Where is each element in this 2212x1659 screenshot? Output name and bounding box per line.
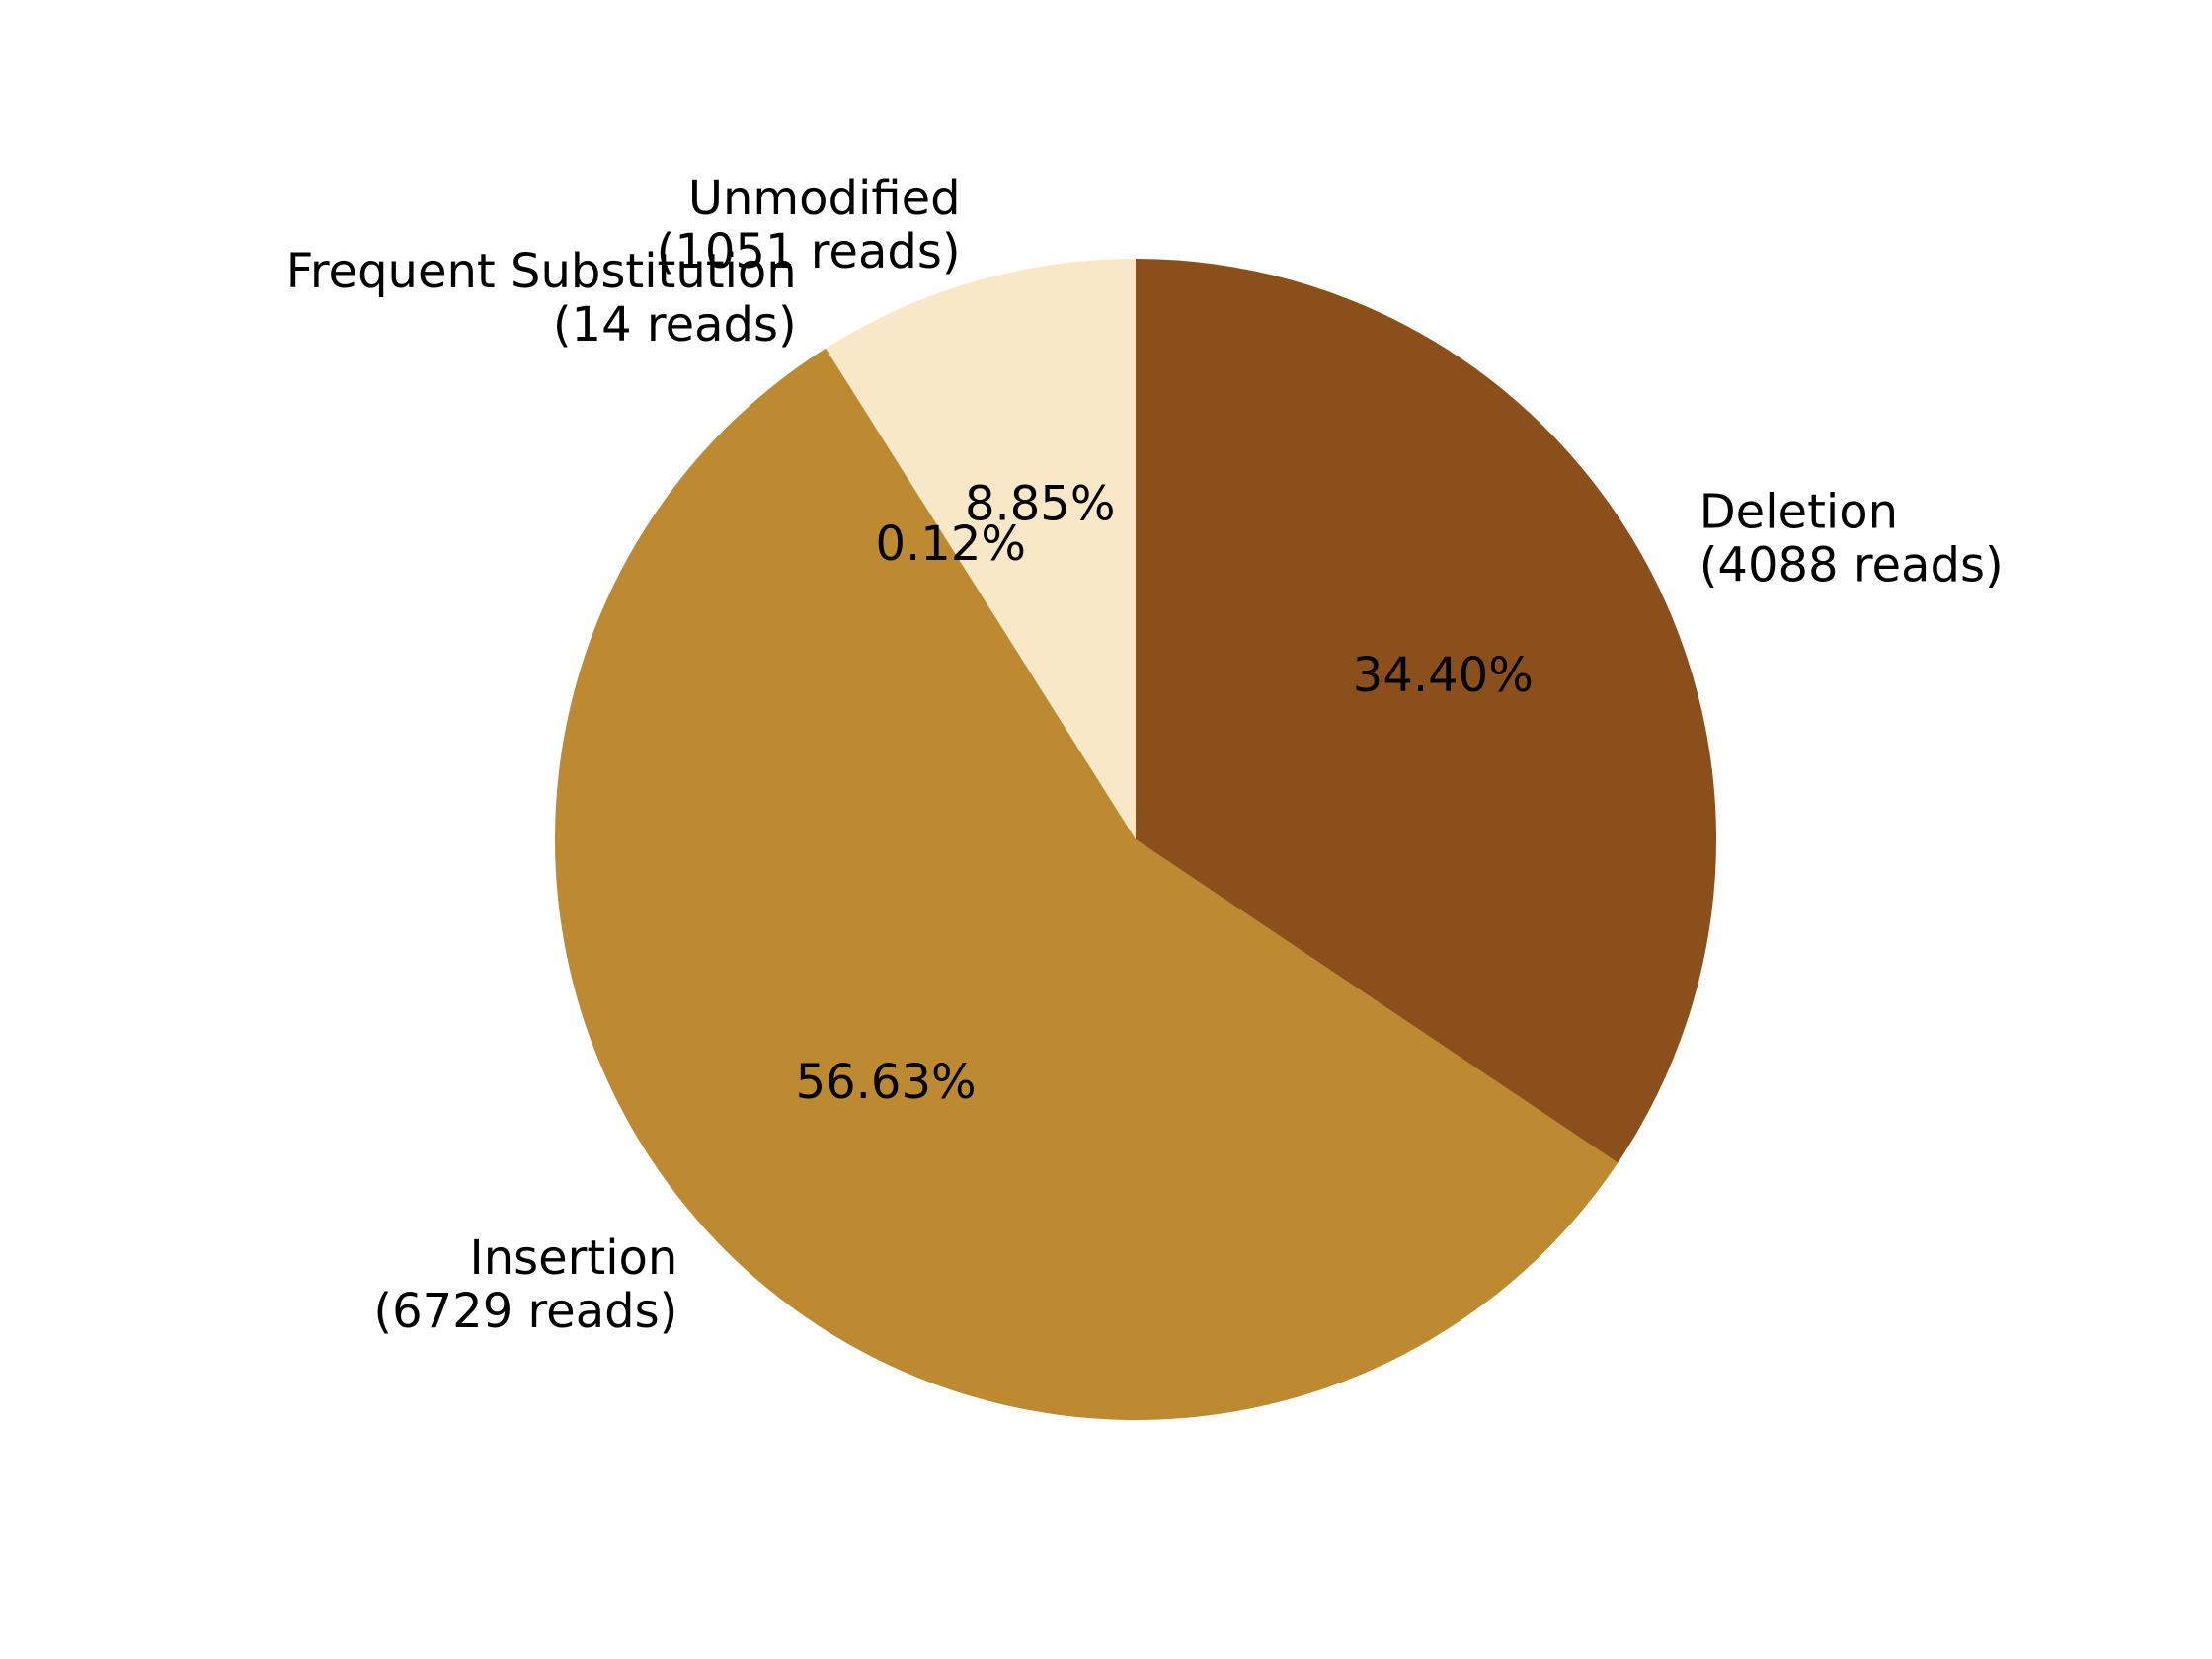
percent-labels: 8.85%0.12% 56.63% 34.40% xyxy=(796,477,1534,1110)
slice-label-name: Insertion xyxy=(470,1230,678,1286)
percent-label-frequent-substitution: 0.12% xyxy=(876,516,1026,572)
category-labels: Unmodified (1051 reads)Frequent Substitut… xyxy=(286,171,2004,1339)
pie-slice-frequent-substitution xyxy=(826,346,1136,839)
slice-label-name: Frequent Substitution xyxy=(286,244,797,299)
pie-slice-insertion xyxy=(555,348,1619,1420)
pie-slice-deletion xyxy=(1136,258,1716,1163)
slice-label-frequent-substitution: Frequent Substitution (14 reads) xyxy=(286,244,797,353)
percent-label-insertion: 56.63% xyxy=(796,1055,977,1110)
slice-label-reads: (6729 reads) xyxy=(373,1284,677,1339)
slice-label-insertion: Insertion (6729 reads) xyxy=(373,1230,677,1339)
pie-slices xyxy=(555,258,1716,1420)
slice-label-reads: (1051 reads) xyxy=(657,224,961,279)
pie-slice-unmodified xyxy=(829,259,1136,839)
percent-label-unmodified: 8.85% xyxy=(965,477,1115,532)
slice-label-deletion: Deletion (4088 reads) xyxy=(1699,485,2004,593)
slice-label-reads: (4088 reads) xyxy=(1699,538,2004,593)
percent-label-deletion: 34.40% xyxy=(1353,648,1534,703)
slice-label-unmodified: Unmodified (1051 reads) xyxy=(657,171,961,279)
slice-label-reads: (14 reads) xyxy=(553,297,797,353)
slice-label-name: Deletion xyxy=(1699,485,1898,540)
slice-label-name: Unmodified xyxy=(688,171,961,226)
